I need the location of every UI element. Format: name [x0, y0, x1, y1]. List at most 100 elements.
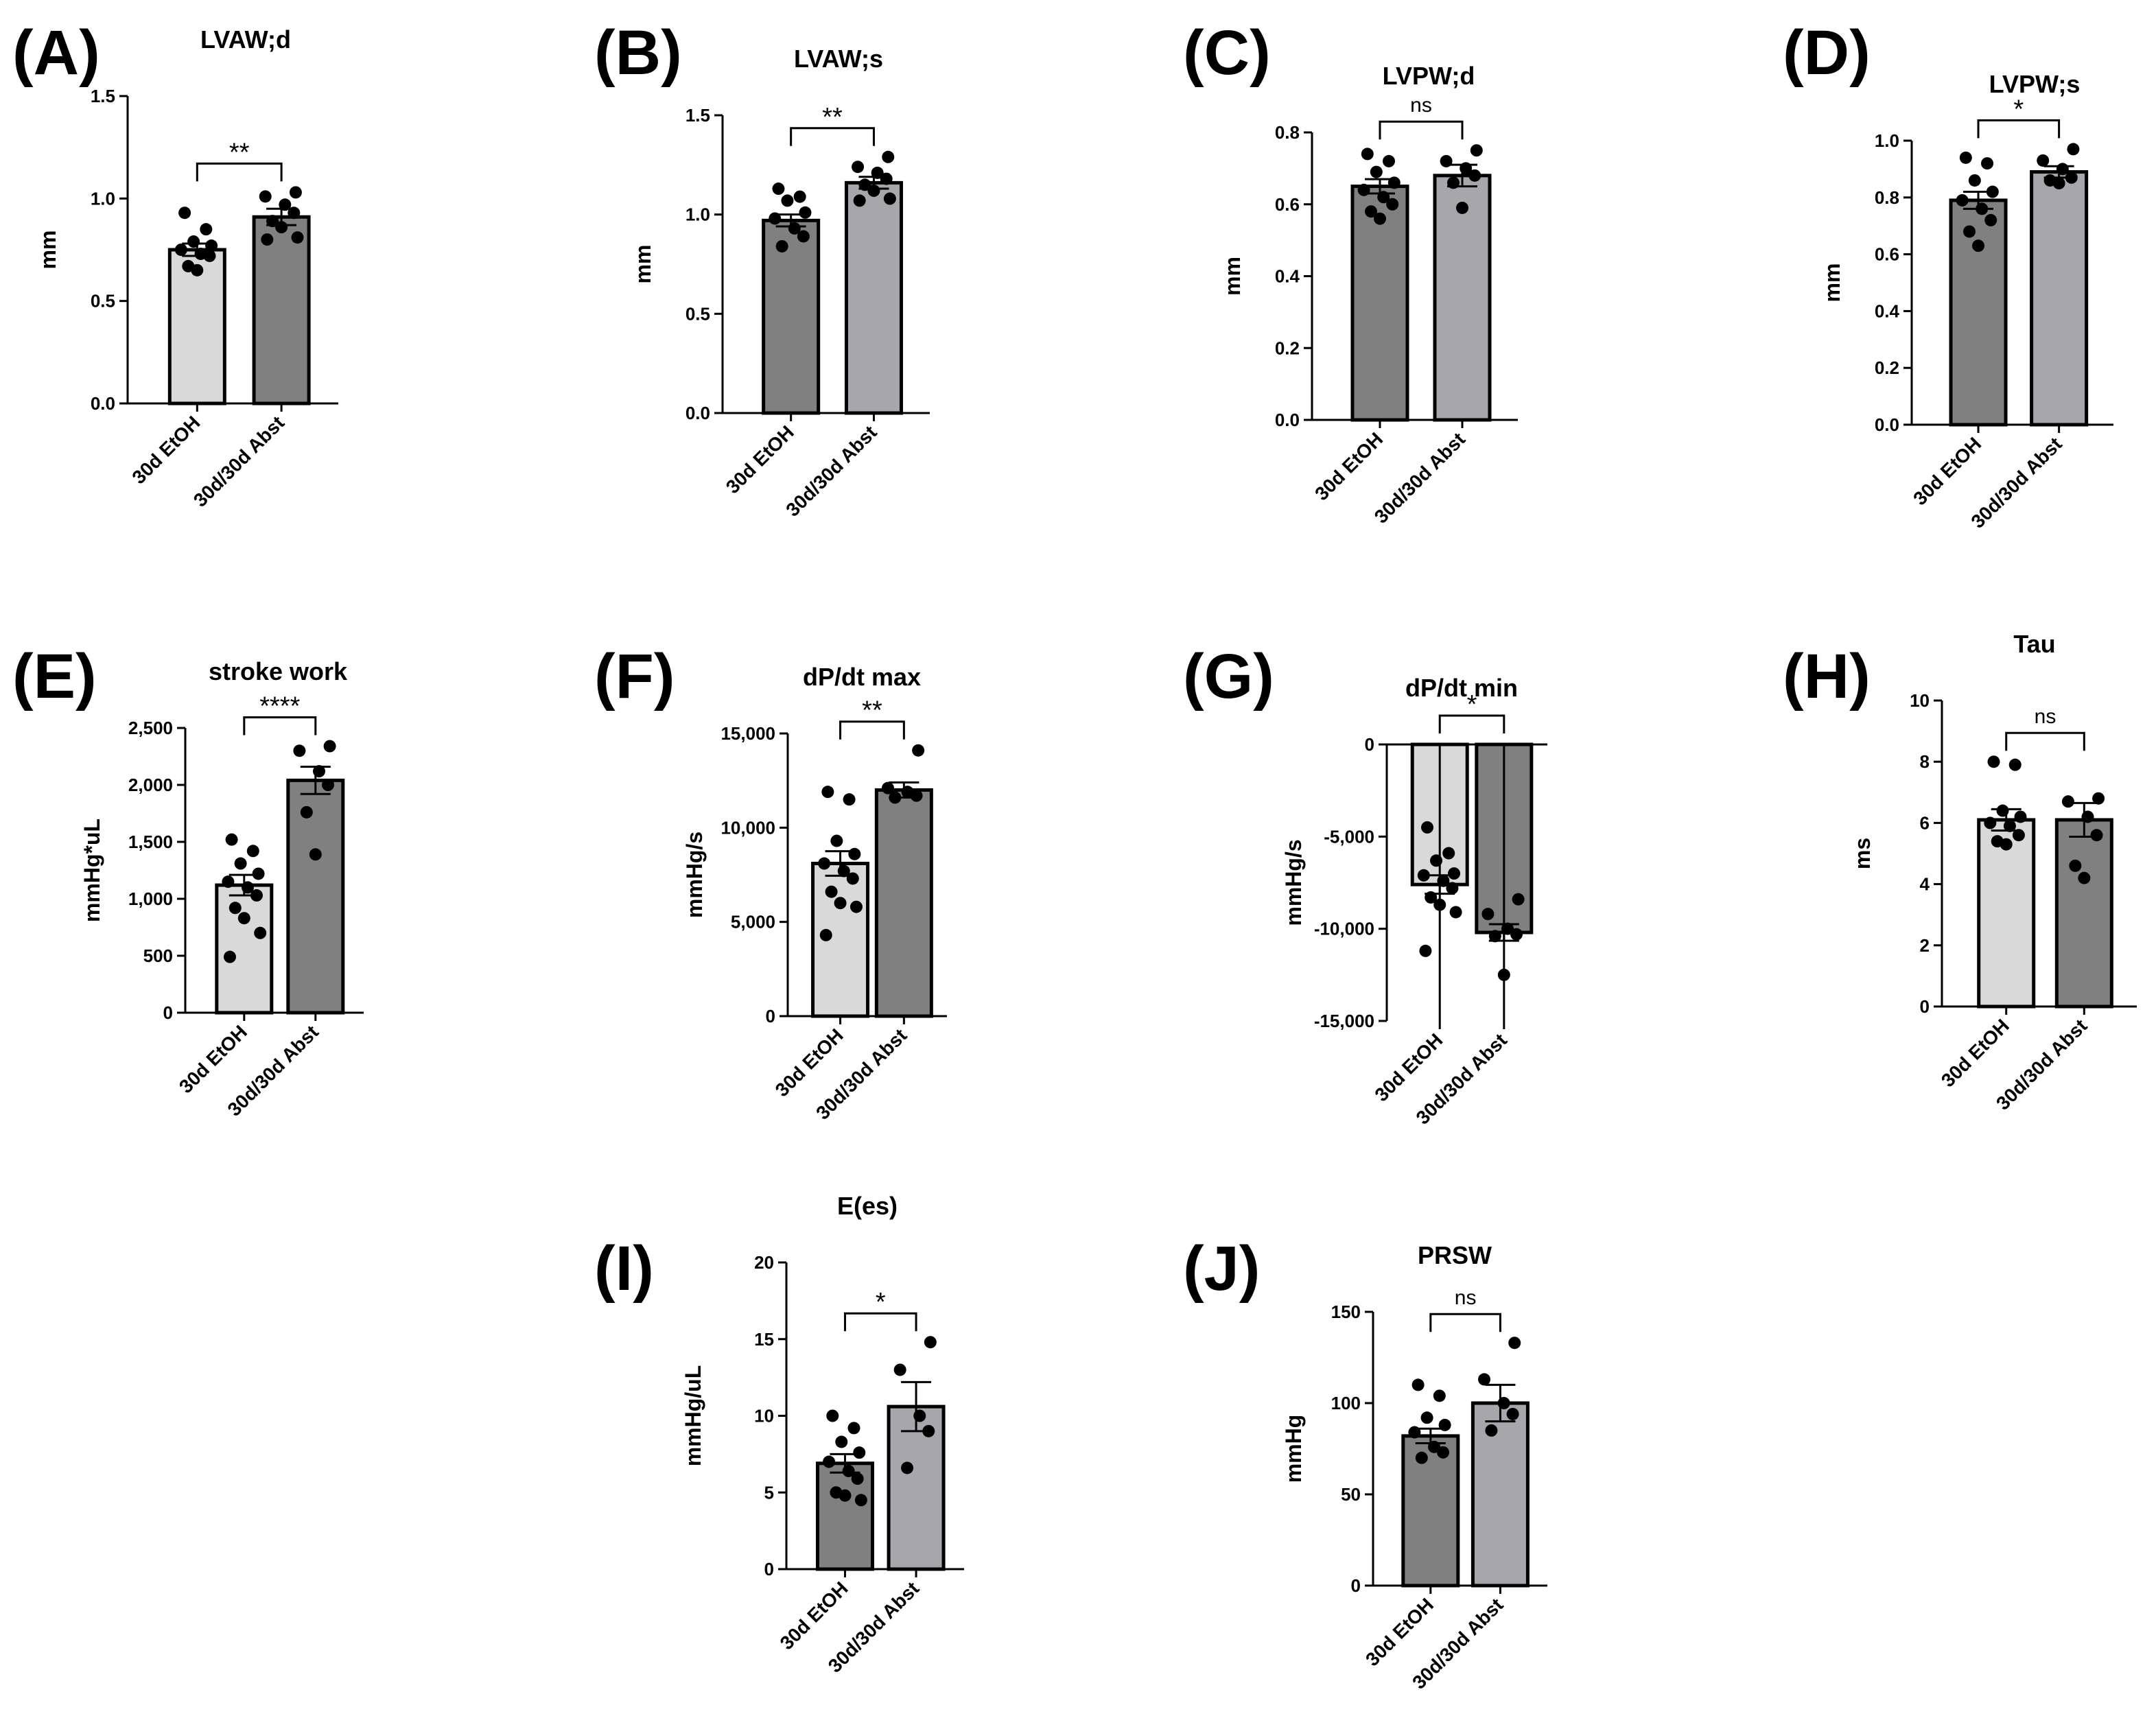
y-tick-label: 8 [1920, 751, 1930, 772]
panel-letter: (E) [12, 642, 97, 711]
category-label: 30d EtOH [128, 412, 204, 488]
data-point [174, 244, 187, 256]
data-point [839, 1489, 852, 1502]
data-point [2078, 871, 2091, 884]
data-point [1460, 162, 1473, 175]
data-point [1408, 1426, 1421, 1439]
data-point [1361, 148, 1374, 161]
data-point [203, 249, 216, 262]
data-point [1357, 183, 1370, 196]
panel-letter: (F) [594, 642, 675, 711]
data-point [1446, 882, 1459, 895]
category-label: 30d/30d Abst [189, 412, 288, 510]
data-point [1963, 225, 1976, 238]
data-point [1428, 1440, 1441, 1453]
panel-letter: (B) [594, 18, 682, 88]
significance-label: ** [862, 696, 882, 725]
y-tick-label: 10 [754, 1406, 774, 1426]
y-tick-label: 1,000 [128, 889, 173, 909]
data-point [1425, 891, 1438, 904]
data-point [1497, 1397, 1510, 1409]
y-tick-label: 2,500 [128, 718, 173, 738]
data-point [851, 1472, 864, 1485]
data-point [871, 166, 884, 179]
bar-30d-30d-abst [1470, 1401, 1530, 1588]
data-point [293, 744, 306, 757]
data-point [910, 789, 923, 802]
category-label: 30d EtOH [1311, 428, 1387, 504]
data-point [793, 190, 806, 203]
panel-letter: (G) [1183, 642, 1274, 711]
y-axis-label: mm [1820, 263, 1844, 303]
y-tick-label: 0 [1351, 1575, 1361, 1596]
data-point [2000, 838, 2013, 851]
data-point [1420, 1411, 1433, 1424]
significance-label: ** [229, 138, 250, 167]
category-label: 30d EtOH [776, 1577, 852, 1654]
data-point [2067, 143, 2080, 156]
data-point [1447, 176, 1460, 189]
data-point [252, 867, 265, 880]
data-point [853, 1446, 866, 1459]
y-tick-label: 0.8 [1275, 122, 1300, 143]
data-point [882, 150, 895, 163]
significance-bracket [1429, 1313, 1501, 1332]
y-tick-label: -15,000 [1314, 1011, 1374, 1031]
panel-f: (F) dP/dt max05,00010,00015,000mmHg/s30d … [594, 642, 947, 1124]
data-point [852, 161, 865, 174]
data-point [830, 834, 843, 847]
data-point [1976, 202, 1989, 215]
y-tick-label: 2,000 [128, 775, 173, 795]
data-point [912, 744, 925, 757]
y-tick-label: 0.0 [1275, 410, 1300, 430]
data-point [178, 207, 191, 220]
data-point [275, 221, 288, 234]
data-point [1972, 239, 1985, 252]
y-axis-label: mm [631, 245, 655, 284]
significance-label: * [876, 1288, 886, 1317]
significance-bracket [2005, 731, 2085, 751]
data-point [924, 1336, 937, 1349]
data-point [2003, 819, 2016, 832]
y-tick-label: 0.4 [1275, 266, 1300, 287]
data-point [843, 793, 856, 806]
category-label: 30d EtOH [1361, 1594, 1438, 1670]
data-point [772, 183, 785, 196]
y-tick-label: -5,000 [1324, 826, 1374, 847]
data-point [867, 184, 880, 197]
data-point [291, 231, 304, 244]
y-tick-label: 0.5 [686, 303, 710, 324]
data-point [834, 897, 847, 910]
y-tick-label: 0.0 [91, 393, 115, 414]
chart-title: stroke work [209, 657, 348, 685]
y-tick-label: 2 [1920, 935, 1930, 956]
data-point [1478, 1373, 1491, 1386]
bar-30d-etoh [762, 218, 821, 415]
data-point [200, 223, 213, 236]
bar-30d-30d-abst [2030, 170, 2089, 427]
bar-30d-30d-abst [2054, 818, 2113, 1009]
y-tick-label: 1.5 [91, 86, 115, 106]
data-point [237, 912, 250, 925]
data-point [2069, 859, 2082, 872]
data-point [1984, 213, 1997, 226]
data-point [1386, 198, 1399, 211]
bar-30d-30d-abst [874, 788, 933, 1018]
y-tick-label: 20 [754, 1252, 774, 1273]
y-tick-label: 0.5 [91, 291, 115, 311]
y-tick-label: 0 [1365, 734, 1374, 755]
bar-30d-etoh [1949, 198, 2008, 427]
significance-bracket [243, 716, 317, 736]
data-point [1411, 1378, 1425, 1391]
y-axis-label: mmHg/uL [681, 1365, 705, 1467]
chart-title: dP/dt max [803, 663, 921, 691]
data-point [889, 791, 902, 804]
data-point [224, 950, 236, 963]
data-point [781, 194, 794, 207]
y-axis-label: mmHg*uL [80, 819, 104, 922]
data-point [823, 1455, 836, 1468]
data-point [1986, 185, 1999, 198]
data-point [1506, 1407, 1519, 1420]
